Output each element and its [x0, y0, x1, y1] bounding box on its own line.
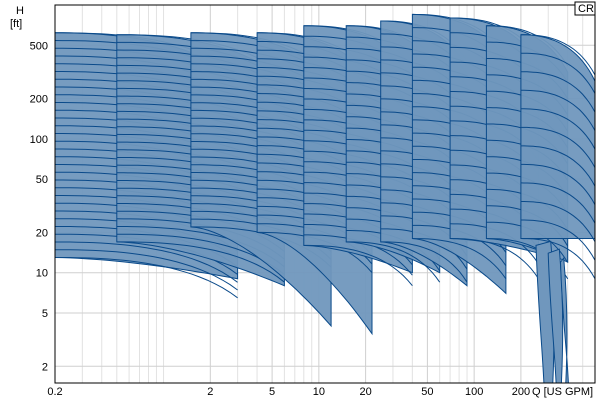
y-axis-label-line2: [ft]: [10, 18, 22, 30]
y-axis-label-line1: H: [16, 5, 24, 17]
pump-curve: [520, 219, 595, 261]
pump-curve: [116, 241, 285, 283]
pump-curve: [346, 241, 441, 283]
y-tick-label: 200: [30, 94, 48, 106]
pump-curve: [55, 257, 238, 299]
series-badge-label: CR: [578, 3, 594, 15]
pump-curve: [412, 238, 507, 280]
x-tick-label: 50: [421, 386, 433, 398]
pump-curve: [55, 249, 238, 291]
y-tick-label: 50: [36, 174, 48, 186]
x-tick-labels: 0.2 2 5 10 20 50 100 200: [47, 386, 530, 398]
pump-curve: [520, 126, 595, 168]
y-tick-label: 10: [36, 268, 48, 280]
x-tick-label: 5: [269, 386, 275, 398]
y-tick-label: 100: [30, 134, 48, 146]
pump-curve: [520, 145, 595, 187]
y-tick-label: 20: [36, 227, 48, 239]
pump-curve: [520, 238, 595, 280]
series-badge: [574, 1, 596, 16]
pump-family: [520, 34, 595, 280]
x-tick-label: 2: [207, 386, 213, 398]
plot-frame: [54, 4, 596, 384]
pump-curve: [55, 241, 238, 283]
pump-curve: [520, 182, 595, 224]
pump-curve: [450, 238, 540, 280]
pump-curve: [303, 244, 413, 287]
x-axis-label: Q [US GPM]: [532, 386, 593, 398]
pump-curve: [520, 201, 595, 243]
pump-curve: [520, 71, 595, 113]
x-tick-label: 10: [313, 386, 325, 398]
pump-curve: [380, 241, 468, 283]
y-tick-labels: 2 5 10 20 50 100 200 500: [30, 40, 48, 373]
x-tick-label: 200: [512, 386, 530, 398]
pump-curve: [520, 89, 595, 131]
pump-curve: [116, 233, 285, 275]
pump-curve: [520, 108, 595, 150]
pump-family-area: [520, 34, 595, 239]
x-tick-label: 20: [359, 386, 371, 398]
pump-steep-tail: [559, 256, 569, 383]
pump-steep-tails: [535, 240, 569, 383]
y-tick-label: 2: [42, 361, 48, 373]
pump-curve: [520, 52, 595, 94]
x-tick-label: 100: [465, 386, 483, 398]
x-tick-label: 0.2: [47, 386, 62, 398]
pump-curve: [520, 163, 595, 205]
y-tick-label: 500: [30, 40, 48, 52]
y-tick-label: 5: [42, 308, 48, 320]
pump-curve: [520, 34, 595, 76]
pump-family-areas: [55, 13, 595, 336]
